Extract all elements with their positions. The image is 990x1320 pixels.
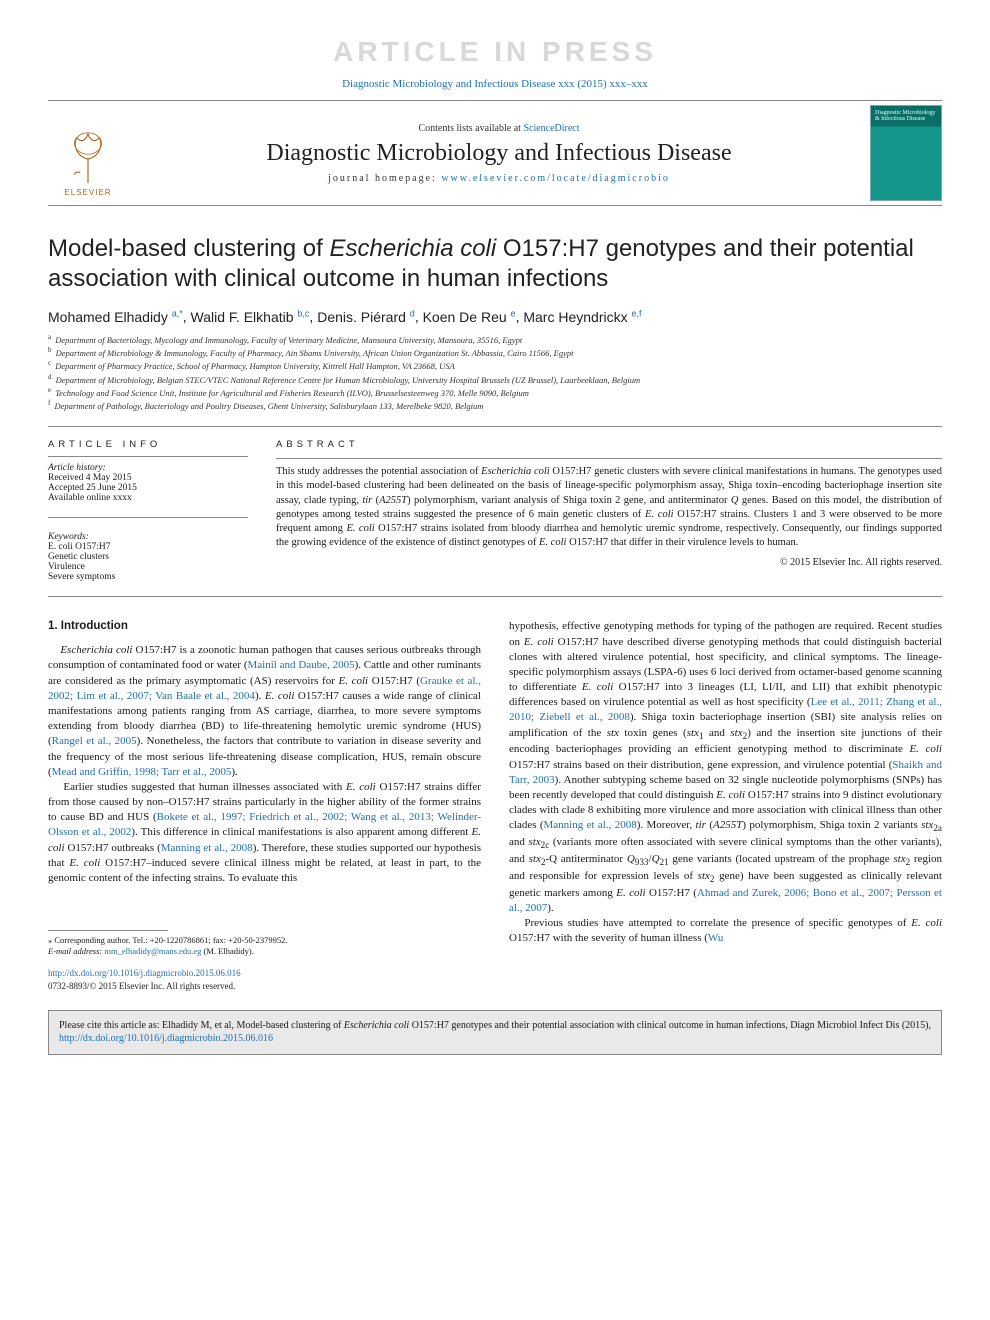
abstract-heading: ABSTRACT — [276, 439, 942, 452]
section-1-heading: 1. Introduction — [48, 619, 481, 635]
elsevier-tree-icon — [59, 130, 117, 188]
publisher-logo: ELSEVIER — [48, 105, 128, 197]
body-paragraph: Earlier studies suggested that human ill… — [48, 780, 481, 886]
author-list: Mohamed Elhadidy a,*, Walid F. Elkhatib … — [48, 308, 942, 325]
article-info-heading: ARTICLE INFO — [48, 439, 248, 450]
body-paragraph: hypothesis, effective genotyping methods… — [509, 619, 942, 916]
citebox-doi-link[interactable]: http://dx.doi.org/10.1016/j.diagmicrobio… — [59, 1033, 273, 1044]
citation-link[interactable]: Ahmad and Zurek, 2006; Bono et al., 2007… — [509, 887, 942, 914]
article-title: Model-based clustering of Escherichia co… — [48, 234, 942, 294]
abstract-text: This study addresses the potential assoc… — [276, 465, 942, 550]
article-history-label: Article history: — [48, 463, 248, 473]
abstract-copyright: © 2015 Elsevier Inc. All rights reserved… — [276, 556, 942, 570]
affiliation: e Technology and Food Science Unit, Inst… — [48, 386, 942, 399]
corr-email-whom: (M. Elhadidy). — [204, 946, 254, 956]
citebox-ital: Escherichia coli — [344, 1020, 409, 1031]
article-info-column: ARTICLE INFO Article history: Received 4… — [48, 439, 248, 582]
history-accepted: Accepted 25 June 2015 — [48, 483, 248, 493]
author: Denis. Piérard d — [317, 309, 415, 325]
issn-copyright: 0732-8893/© 2015 Elsevier Inc. All right… — [48, 981, 235, 991]
keyword: Virulence — [48, 562, 248, 572]
homepage-prefix: journal homepage: — [328, 173, 441, 184]
corr-line-1: Corresponding author. Tel.: +20-12207868… — [54, 935, 287, 945]
affiliation: d Department of Microbiology, Belgian ST… — [48, 373, 942, 386]
keyword: Severe symptoms — [48, 572, 248, 582]
keywords-label: Keywords: — [48, 532, 248, 542]
body-paragraph: Previous studies have attempted to corre… — [509, 916, 942, 946]
article-in-press-watermark: ARTICLE IN PRESS — [48, 36, 942, 68]
author: Koen De Reu e — [423, 309, 516, 325]
abstract-column: ABSTRACT This study addresses the potent… — [276, 439, 942, 582]
citation-link[interactable]: Shaikh and Tarr, 2003 — [509, 759, 942, 786]
citation-link[interactable]: Manning et al., 2008 — [161, 842, 253, 854]
journal-homepage-link[interactable]: www.elsevier.com/locate/diagmicrobio — [441, 173, 670, 184]
homepage-line: journal homepage: www.elsevier.com/locat… — [140, 173, 858, 184]
doi-link[interactable]: http://dx.doi.org/10.1016/j.diagmicrobio… — [48, 968, 241, 978]
journal-cover-thumbnail: Diagnostic Microbiology & Infectious Dis… — [870, 105, 942, 201]
corr-star: ⁎ — [48, 935, 52, 945]
citation-link[interactable]: Rangel et al., 2005 — [52, 735, 137, 747]
affiliation: c Department of Pharmacy Practice, Schoo… — [48, 359, 942, 372]
citation-link[interactable]: Lee et al., 2011; Zhang et al., 2010; Zi… — [509, 696, 942, 723]
keyword: Genetic clusters — [48, 552, 248, 562]
sciencedirect-link[interactable]: ScienceDirect — [523, 123, 579, 134]
citation-link[interactable]: Manning et al., 2008 — [544, 819, 637, 831]
affiliation: f Department of Pathology, Bacteriology … — [48, 399, 942, 412]
citation-link[interactable]: Wu — [708, 932, 723, 944]
citation-link[interactable]: Bokete et al., 1997; Friedrich et al., 2… — [48, 811, 481, 838]
affiliation: a Department of Bacteriology, Mycology a… — [48, 333, 942, 346]
footnote-rule — [48, 930, 168, 931]
history-online: Available online xxxx — [48, 493, 248, 503]
citebox-mid: O157:H7 genotypes and their potential as… — [409, 1020, 931, 1031]
corresponding-author-note: ⁎ Corresponding author. Tel.: +20-122078… — [48, 935, 481, 957]
journal-name: Diagnostic Microbiology and Infectious D… — [140, 140, 858, 167]
author: Mohamed Elhadidy a,* — [48, 309, 183, 325]
author: Walid F. Elkhatib b,c — [191, 309, 310, 325]
journal-masthead: ELSEVIER Contents lists available at Sci… — [48, 100, 942, 206]
running-head: Diagnostic Microbiology and Infectious D… — [48, 78, 942, 90]
corr-email-label: E-mail address: — [48, 946, 102, 956]
author: Marc Heyndrickx e,f — [523, 309, 641, 325]
citation-box: Please cite this article as: Elhadidy M,… — [48, 1010, 942, 1055]
doi-block: http://dx.doi.org/10.1016/j.diagmicrobio… — [48, 967, 481, 992]
affiliation-list: a Department of Bacteriology, Mycology a… — [48, 333, 942, 413]
corr-email-link[interactable]: mm_elhadidy@mans.edu.eg — [104, 946, 201, 956]
cover-thumb-text: Diagnostic Microbiology & Infectious Dis… — [875, 110, 936, 122]
affiliation: b Department of Microbiology & Immunolog… — [48, 346, 942, 359]
body-paragraph: Escherichia coli O157:H7 is a zoonotic h… — [48, 643, 481, 780]
history-received: Received 4 May 2015 — [48, 473, 248, 483]
citation-link[interactable]: Mead and Griffin, 1998; Tarr et al., 200… — [52, 766, 232, 778]
contents-line: Contents lists available at ScienceDirec… — [140, 123, 858, 134]
keyword: E. coli O157:H7 — [48, 542, 248, 552]
keywords-list: E. coli O157:H7Genetic clustersVirulence… — [48, 542, 248, 582]
article-body: 1. Introduction Escherichia coli O157:H7… — [48, 619, 942, 992]
contents-prefix: Contents lists available at — [418, 123, 523, 134]
citation-link[interactable]: Mainil and Daube, 2005 — [248, 659, 355, 671]
publisher-name: ELSEVIER — [64, 188, 111, 197]
citebox-prefix: Please cite this article as: Elhadidy M,… — [59, 1020, 344, 1031]
